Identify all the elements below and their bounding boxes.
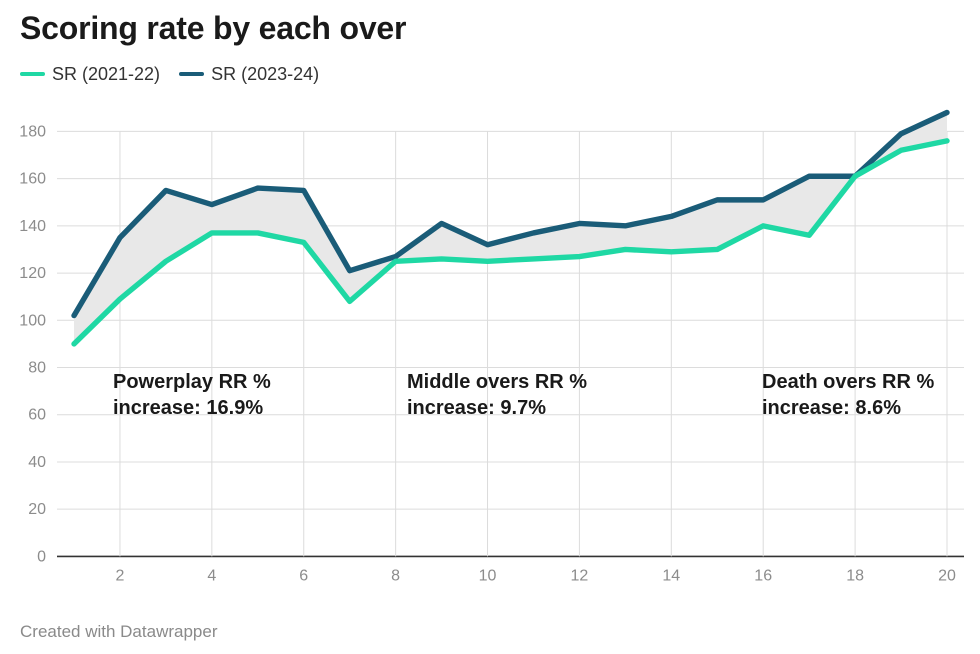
svg-text:180: 180 — [19, 123, 46, 140]
svg-text:10: 10 — [479, 567, 497, 584]
svg-text:80: 80 — [28, 360, 46, 377]
svg-text:8: 8 — [391, 567, 400, 584]
svg-text:140: 140 — [19, 218, 46, 235]
svg-text:20: 20 — [28, 501, 46, 518]
svg-text:14: 14 — [662, 567, 680, 584]
svg-text:40: 40 — [28, 454, 46, 471]
svg-text:160: 160 — [19, 171, 46, 188]
svg-text:16: 16 — [754, 567, 772, 584]
svg-text:60: 60 — [28, 407, 46, 424]
svg-text:2: 2 — [115, 567, 124, 584]
svg-text:6: 6 — [299, 567, 308, 584]
svg-text:0: 0 — [37, 548, 46, 565]
svg-text:12: 12 — [571, 567, 589, 584]
svg-text:20: 20 — [938, 567, 956, 584]
svg-text:4: 4 — [207, 567, 216, 584]
svg-text:100: 100 — [19, 312, 46, 329]
svg-text:18: 18 — [846, 567, 864, 584]
svg-text:120: 120 — [19, 265, 46, 282]
